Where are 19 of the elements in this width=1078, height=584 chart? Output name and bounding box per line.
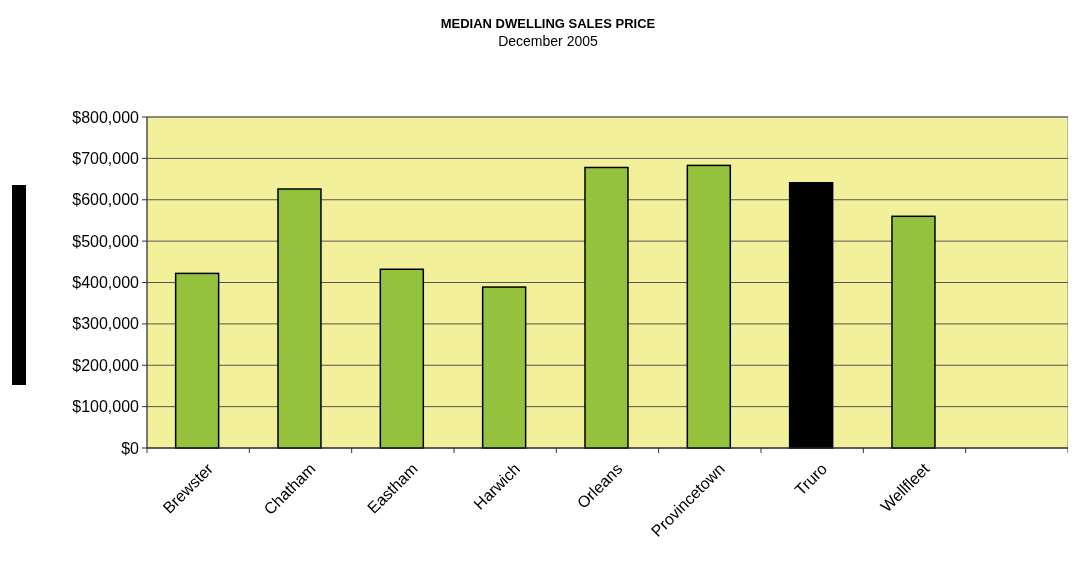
y-tick-label: $200,000 <box>72 356 140 374</box>
chart-subtitle: December 2005 <box>498 33 599 49</box>
y-tick-label: $0 <box>121 439 140 457</box>
y-tick-label: $800,000 <box>72 108 140 126</box>
bar <box>891 215 936 449</box>
bar <box>277 188 322 449</box>
y-tick-label: $700,000 <box>72 149 140 167</box>
y-tick-label: $500,000 <box>72 232 140 250</box>
bar <box>686 164 732 449</box>
chart-title: MEDIAN DWELLING SALES PRICE <box>440 16 656 31</box>
bar <box>788 182 834 449</box>
bar <box>584 166 629 449</box>
y-tick-label: $100,000 <box>72 398 140 416</box>
y-tick-label: $400,000 <box>72 274 140 292</box>
bar <box>481 286 527 449</box>
bar <box>379 268 425 449</box>
bar <box>174 272 220 449</box>
y-tick-label: $600,000 <box>72 191 140 209</box>
y-tick-label: $300,000 <box>72 315 140 333</box>
